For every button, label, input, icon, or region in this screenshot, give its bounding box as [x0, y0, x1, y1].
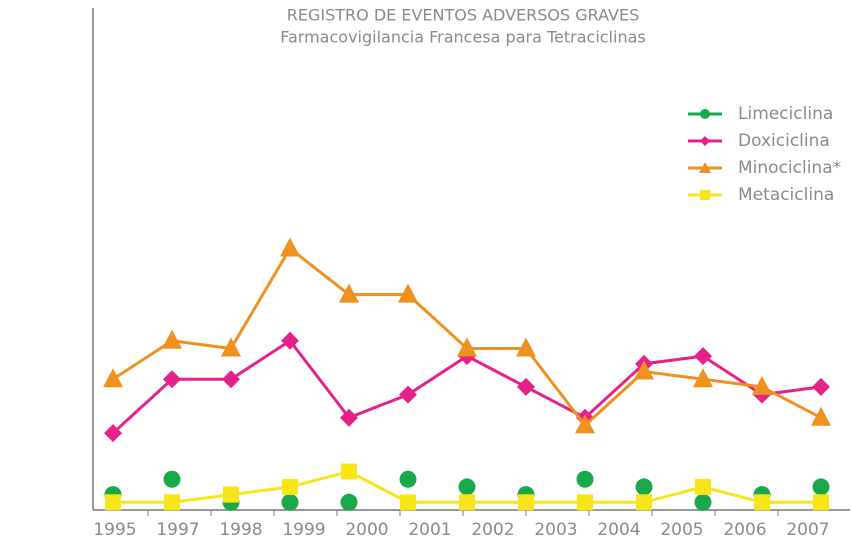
x-tick-label: 1997	[156, 520, 199, 540]
point	[694, 347, 712, 366]
x-tick-label: 2003	[534, 520, 577, 540]
point	[282, 478, 298, 495]
point	[516, 337, 536, 357]
legend-marker	[700, 190, 710, 200]
x-tick-label: 2006	[723, 520, 766, 540]
x-tick-label: 2001	[408, 520, 451, 540]
x-tick-label: 1999	[282, 520, 325, 540]
point	[340, 493, 358, 511]
point	[636, 494, 652, 511]
point	[635, 478, 653, 496]
x-tick-label: 2000	[345, 520, 388, 540]
point	[164, 494, 180, 511]
point	[457, 337, 477, 357]
legend-label: Minociclina*	[738, 158, 841, 178]
point	[281, 331, 299, 350]
legend-label: Doxiciclina	[738, 131, 830, 151]
x-tick-label: 1995	[93, 520, 136, 540]
point	[754, 494, 770, 511]
x-tick-label: 2007	[786, 520, 829, 540]
legend-marker	[700, 136, 710, 146]
legend-marker	[699, 162, 711, 173]
point	[458, 478, 476, 496]
point	[162, 329, 182, 349]
point	[163, 470, 181, 488]
point	[103, 368, 123, 388]
point	[517, 377, 535, 396]
point	[105, 494, 121, 511]
point	[340, 408, 358, 427]
point	[163, 370, 181, 389]
point	[695, 478, 711, 495]
point	[812, 478, 830, 496]
x-tick-label: 2002	[471, 520, 514, 540]
chart-title: REGISTRO DE EVENTOS ADVERSOS GRAVES	[287, 6, 639, 25]
point	[812, 377, 830, 396]
point	[575, 414, 595, 434]
point	[634, 360, 654, 380]
point	[281, 493, 299, 511]
point	[398, 283, 418, 303]
point	[280, 237, 300, 257]
point	[577, 494, 593, 511]
legend-marker	[700, 109, 710, 119]
series-line	[112, 246, 822, 428]
point	[221, 337, 241, 357]
point	[104, 424, 122, 443]
point	[399, 385, 417, 404]
legend-label: Metaciclina	[738, 185, 834, 205]
point	[813, 494, 829, 511]
point	[693, 368, 713, 388]
point	[811, 406, 831, 426]
point	[752, 375, 772, 395]
point	[223, 486, 239, 503]
point	[399, 470, 417, 488]
x-tick-label: 2004	[597, 520, 640, 540]
point	[341, 463, 357, 480]
point	[339, 283, 359, 303]
x-tick-label: 1998	[219, 520, 262, 540]
point	[576, 470, 594, 488]
chart-subtitle: Farmacovigilancia Francesa para Tetracic…	[280, 28, 645, 47]
x-tick-label: 2005	[660, 520, 703, 540]
point	[400, 494, 416, 511]
point	[222, 370, 240, 389]
point	[459, 494, 475, 511]
point	[694, 493, 712, 511]
legend-label: Limeciclina	[738, 104, 833, 124]
point	[518, 494, 534, 511]
